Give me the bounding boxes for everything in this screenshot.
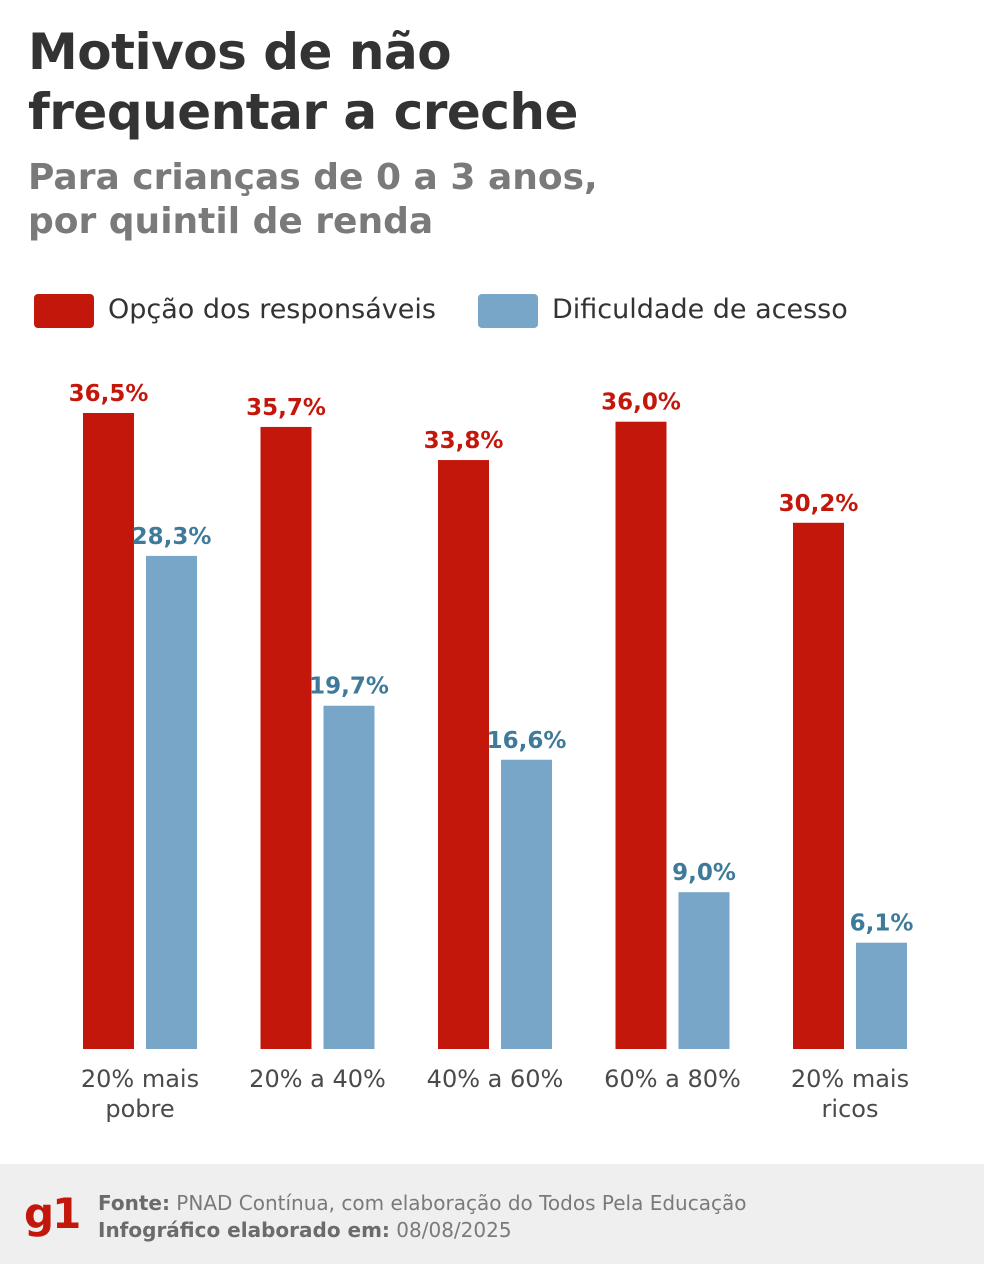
date-text: 08/08/2025 (389, 1218, 512, 1242)
data-label-dificuldade-1: 28,3% (132, 524, 212, 550)
category-label-5-line-1: 20% mais (791, 1065, 909, 1093)
data-label-opcao-2: 35,7% (246, 395, 326, 421)
date-label: Infográfico elaborado em: (98, 1218, 390, 1242)
data-label-opcao-5: 30,2% (779, 491, 859, 517)
source-label: Fonte: (98, 1191, 170, 1215)
data-label-dificuldade-4: 9,0% (672, 860, 736, 886)
bar-opcao-4 (615, 421, 667, 1049)
category-label-5-line-2: ricos (822, 1095, 879, 1123)
legend-swatch-red (34, 294, 94, 328)
bar-dificuldade-5 (856, 942, 907, 1049)
legend-label-dificuldade: Dificuldade de acesso (552, 294, 848, 325)
data-label-opcao-3: 33,8% (424, 428, 504, 454)
bar-dificuldade-4 (678, 892, 730, 1049)
subtitle-line-1: Para crianças de 0 a 3 anos, (28, 157, 598, 198)
bar-dificuldade-2 (323, 705, 375, 1049)
category-label-1-line-1: 20% mais (81, 1065, 199, 1093)
category-label-1-line-2: pobre (105, 1095, 174, 1123)
chart-title: Motivos de não frequentar a creche (28, 22, 958, 142)
source-text: PNAD Contínua, com elaboração do Todos P… (169, 1191, 747, 1215)
subtitle-line-2: por quintil de renda (28, 201, 434, 242)
data-label-opcao-1: 36,5% (69, 381, 149, 407)
bar-opcao-3 (438, 460, 489, 1049)
footer: g1 Fonte: PNAD Contínua, com elaboração … (0, 1164, 984, 1264)
category-label-2-line-1: 20% a 40% (249, 1065, 386, 1093)
bar-dificuldade-1 (146, 555, 197, 1049)
category-label-3-line-1: 40% a 60% (427, 1065, 564, 1093)
bar-dificuldade-3 (501, 759, 552, 1049)
g1-logo: g1 (24, 1189, 81, 1238)
bar-opcao-5 (793, 522, 844, 1049)
category-label-4-line-1: 60% a 80% (604, 1065, 741, 1093)
data-label-dificuldade-2: 19,7% (309, 674, 389, 700)
legend-label-opcao: Opção dos responsáveis (108, 294, 436, 325)
bar-opcao-1 (83, 413, 134, 1049)
chart-subtitle: Para crianças de 0 a 3 anos, por quintil… (28, 156, 958, 244)
legend-swatch-blue (478, 294, 538, 328)
title-line-1: Motivos de não (28, 23, 452, 81)
data-label-opcao-4: 36,0% (601, 390, 681, 416)
source-line: Fonte: PNAD Contínua, com elaboração do … (98, 1190, 746, 1216)
date-line: Infográfico elaborado em: 08/08/2025 (98, 1217, 512, 1243)
title-line-2: frequentar a creche (28, 83, 578, 141)
data-label-dificuldade-3: 16,6% (487, 728, 567, 754)
data-label-dificuldade-5: 6,1% (850, 911, 914, 937)
bar-opcao-2 (260, 426, 312, 1050)
